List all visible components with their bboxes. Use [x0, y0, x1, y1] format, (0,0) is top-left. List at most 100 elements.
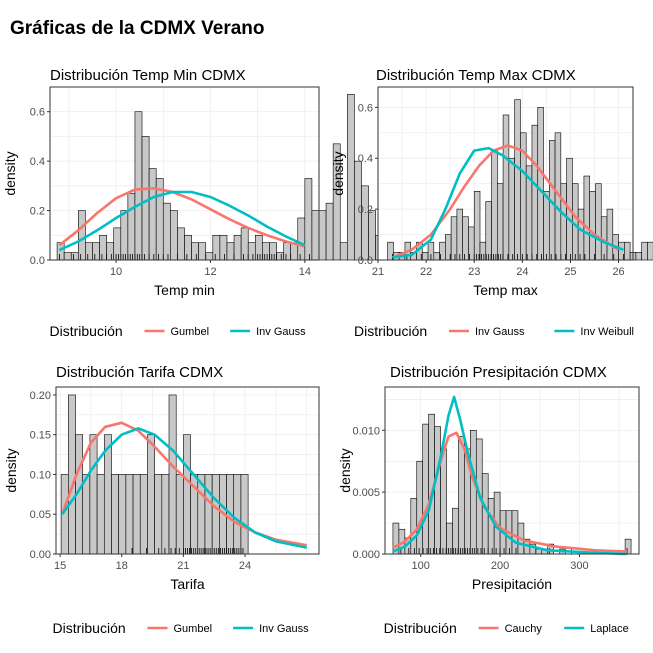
histogram-bar	[184, 234, 192, 261]
histogram-bar	[269, 242, 277, 261]
series-line-inv-weibull	[392, 146, 624, 259]
legend-item-label: Gumbel	[171, 326, 210, 338]
histogram-bar	[434, 426, 441, 555]
histogram-bar	[82, 474, 91, 555]
histogram-bar	[113, 227, 122, 261]
histogram-bar	[452, 507, 459, 555]
histogram-bar	[297, 217, 306, 261]
histogram-bar	[450, 216, 458, 261]
y-tick-label: 0.0	[30, 255, 45, 267]
histogram-bar	[212, 234, 221, 261]
histogram-bar	[433, 252, 440, 261]
histogram-bar	[125, 474, 134, 555]
histogram-bar	[89, 434, 98, 555]
histogram-bar	[205, 252, 214, 261]
histogram-bar	[422, 423, 429, 555]
y-axis-label: density	[337, 448, 353, 492]
y-tick-label: 0.6	[358, 102, 373, 114]
main-title: Gráficas de la CDMX Verano	[10, 18, 265, 39]
histogram-bar	[161, 474, 170, 555]
x-tick-label: 18	[116, 560, 128, 572]
y-tick-label: 0.00	[30, 549, 51, 561]
plot-border	[49, 86, 320, 261]
histogram-bar	[148, 168, 157, 261]
histogram-bar	[111, 474, 119, 555]
legend-item-label: Gumbel	[174, 623, 213, 635]
histogram-bar	[99, 234, 107, 261]
histogram-bar	[347, 94, 355, 261]
histogram-bar	[487, 498, 495, 555]
y-axis-label: density	[2, 151, 18, 195]
histogram-bar	[368, 210, 376, 261]
histogram-bar	[211, 474, 220, 555]
y-tick-label: 0.05	[30, 509, 51, 521]
histogram-bar	[514, 99, 521, 261]
plot-border	[55, 386, 320, 555]
histogram-bar	[456, 208, 463, 261]
series-line-gumbel	[58, 187, 306, 248]
histogram-bar	[624, 241, 631, 261]
histogram-bar	[106, 242, 115, 261]
histogram-bar	[332, 143, 341, 261]
legend-title: Distribución	[384, 620, 457, 636]
series-line-cauchy	[392, 431, 628, 553]
histogram-bar	[531, 124, 539, 261]
y-tick-label: 0.15	[30, 430, 51, 442]
legend: Distribución Cauchy Laplace	[384, 620, 629, 636]
histogram-bar	[63, 252, 72, 261]
y-tick-label: 0.005	[352, 487, 380, 499]
x-tick-label: 22	[420, 266, 432, 278]
x-tick-label: 100	[412, 560, 430, 572]
y-axis-label: density	[330, 151, 346, 195]
histogram-bar	[473, 191, 481, 261]
x-tick-label: 15	[54, 560, 66, 572]
histogram-bar	[92, 242, 100, 261]
legend-item-label: Inv Gauss	[475, 326, 525, 338]
legend-item-label: Inv Gauss	[259, 623, 309, 635]
y-tick-label: 0.10	[30, 469, 51, 481]
legend-item-label: Cauchy	[505, 623, 543, 635]
histogram-bar	[589, 191, 596, 261]
histogram-bar	[240, 227, 249, 261]
histogram-bar	[183, 434, 191, 555]
histogram-bar	[132, 474, 141, 555]
histogram-bar	[595, 183, 602, 261]
histogram-bar	[479, 241, 487, 261]
histogram-bar	[177, 227, 185, 261]
histogram-bar	[416, 460, 424, 555]
x-tick-label: 21	[177, 560, 189, 572]
histogram-bar	[226, 242, 235, 261]
histogram-bar	[361, 185, 369, 261]
histogram-bar	[147, 434, 155, 555]
histogram-bar	[276, 252, 284, 261]
series-line-laplace	[392, 395, 628, 556]
histogram-bar	[421, 252, 429, 261]
histogram-bar	[497, 183, 504, 261]
histogram-bar	[162, 202, 171, 261]
x-tick-label: 25	[564, 266, 576, 278]
legend-title: Distribución	[53, 620, 126, 636]
series-line-inv-gauss	[58, 190, 306, 252]
histogram-bar	[458, 436, 465, 555]
histogram-bar	[127, 192, 136, 261]
histogram-bar	[141, 136, 150, 261]
chart-4: Distribución Presipitación CDMX 100 200 300…	[337, 364, 640, 636]
histogram-bar	[577, 208, 585, 261]
histogram-bar	[219, 234, 228, 261]
histogram-bar	[134, 111, 143, 261]
x-tick-label: 300	[570, 560, 588, 572]
histogram-bar	[70, 252, 79, 261]
series-line-inv-gauss	[61, 427, 307, 549]
histogram-bar	[247, 242, 256, 261]
histogram-bar	[491, 150, 498, 261]
legend-item-label: Laplace	[590, 623, 629, 635]
x-tick-label: 14	[299, 266, 311, 278]
y-tick-label: 0.2	[358, 204, 373, 216]
x-tick-label: 26	[612, 266, 624, 278]
histogram-bar	[175, 474, 184, 555]
plot-border	[377, 86, 634, 261]
x-tick-label: 23	[468, 266, 480, 278]
histogram-bar	[543, 191, 550, 261]
y-tick-label: 0.010	[352, 425, 380, 437]
histogram-bar	[606, 208, 614, 261]
